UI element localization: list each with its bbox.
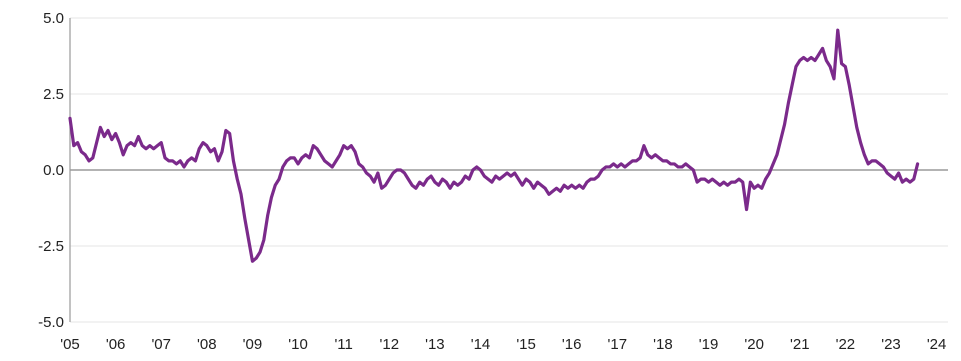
y-tick-label: 0.0 [43,162,64,179]
y-tick-labels: 5.0 2.5 0.0 -2.5 -5.0 [38,10,64,331]
x-tick-label: '22 [836,336,856,353]
x-tick-label: '13 [425,336,445,353]
x-tick-label: '17 [608,336,628,353]
x-tick-label: '05 [60,336,80,353]
x-tick-label: '16 [562,336,582,353]
y-tick-label: -2.5 [38,238,64,255]
x-tick-label: '24 [927,336,947,353]
y-tick-label: 2.5 [43,86,64,103]
x-tick-label: '12 [379,336,399,353]
x-tick-label: '15 [516,336,536,353]
x-tick-label: '11 [334,336,352,353]
y-tick-label: 5.0 [43,10,64,27]
series-line-0 [68,28,920,263]
x-tick-labels: '05 '06 '07 '08 '09 '10 '11 '12 '13 '14 '15 '16 '17 '… [60,336,946,353]
x-tick-label: '08 [197,336,217,353]
x-tick-label: '09 [243,336,263,353]
x-tick-label: '21 [790,336,810,353]
x-tick-label: '20 [744,336,764,353]
x-tick-label: '18 [653,336,673,353]
x-tick-label: '14 [471,336,491,353]
axis-layer [69,18,948,322]
x-tick-label: '07 [151,336,171,353]
y-tick-label: -5.0 [38,314,64,331]
x-tick-label: '23 [881,336,901,353]
series-layer [68,28,920,263]
x-tick-label: '19 [699,336,719,353]
grid-layer [70,17,948,323]
x-tick-label: '10 [288,336,308,353]
x-tick-label: '06 [106,336,126,353]
